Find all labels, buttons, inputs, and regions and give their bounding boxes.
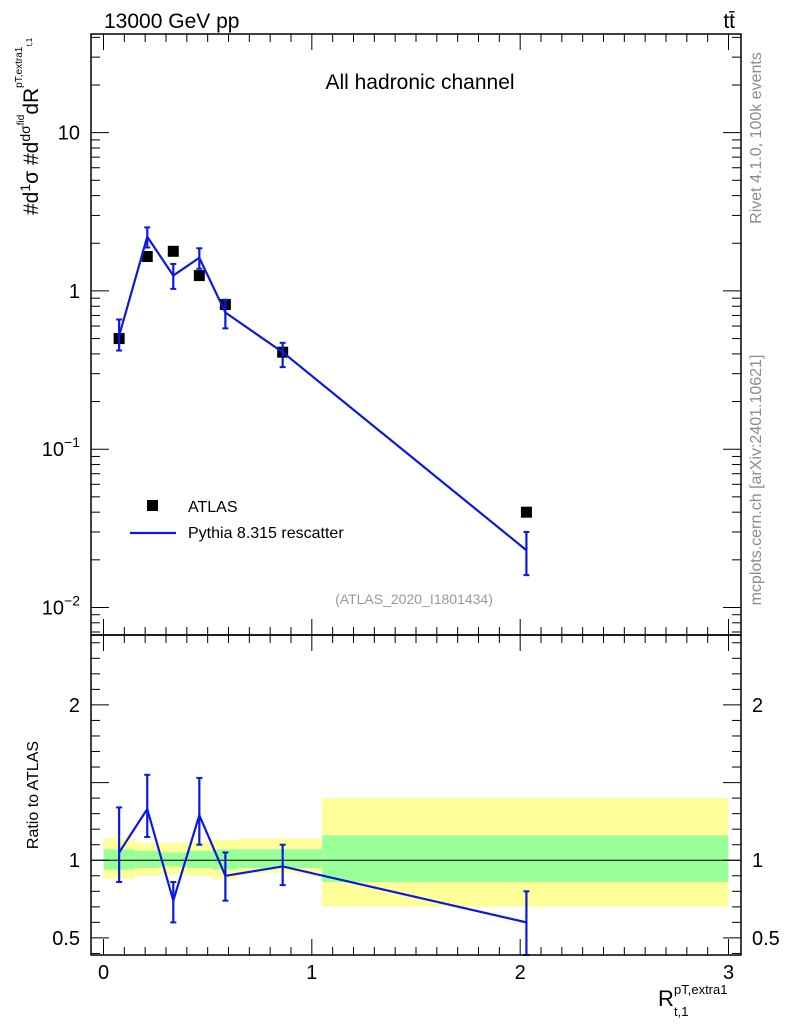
atlas-point-3 bbox=[193, 270, 205, 282]
mcplots-source-label: mcplots.cern.ch [arXiv:2401.10621] bbox=[748, 355, 765, 606]
band-inner-2 bbox=[159, 852, 187, 867]
legend-label-atlas: ATLAS bbox=[188, 499, 238, 516]
process-label: tt̄ bbox=[723, 10, 735, 33]
band-inner-1 bbox=[134, 850, 160, 869]
band-inner-6 bbox=[322, 835, 729, 882]
main-y-tick-label-2: 1 bbox=[69, 281, 80, 303]
main-panel-frame bbox=[90, 33, 742, 636]
ratio-y-tick-label-right-2: 2 bbox=[752, 695, 763, 717]
rivet-version-label: Rivet 4.1.0, 100k events bbox=[748, 52, 765, 224]
collision-energy-label: 13000 GeV pp bbox=[104, 10, 239, 33]
ratio-y-axis-title: Ratio to ATLAS bbox=[25, 741, 42, 849]
x-tick-label-2: 2 bbox=[515, 962, 526, 984]
ratio-y-tick-label-left-0: 0.5 bbox=[52, 928, 80, 950]
ratio-panel-frame bbox=[90, 634, 742, 956]
x-tick-label-3: 3 bbox=[723, 962, 734, 984]
ratio-uncertainty-bands bbox=[103, 798, 729, 907]
x-tick-label-0: 0 bbox=[98, 962, 109, 984]
ratio-y-tick-label-left-2: 2 bbox=[69, 695, 80, 717]
analysis-tag: (ATLAS_2020_I1801434) bbox=[335, 591, 493, 607]
legend-marker-atlas bbox=[147, 500, 158, 511]
main-y-tick-label-1: 10−1 bbox=[42, 434, 80, 461]
pythia-line bbox=[118, 234, 528, 552]
main-panel bbox=[113, 226, 532, 577]
svg-text:pT,extra1: pT,extra1 bbox=[674, 982, 727, 997]
legend-label-pythia: Pythia 8.315 rescatter bbox=[188, 525, 344, 542]
x-tick-label-1: 1 bbox=[306, 962, 317, 984]
svg-text:t,1: t,1 bbox=[674, 1004, 688, 1019]
x-axis-title: R pT,extra1 t,1 bbox=[658, 982, 727, 1019]
atlas-point-6 bbox=[520, 506, 532, 518]
main-y-axis-title: #d1σ #ddσfiddRpT,extra1t,1 bbox=[14, 37, 43, 215]
ratio-y-tick-label-right-1: 1 bbox=[752, 850, 763, 872]
ratio-y-tick-label-left-1: 1 bbox=[69, 850, 80, 872]
band-inner-5 bbox=[238, 849, 323, 869]
channel-label: All hadronic channel bbox=[325, 71, 514, 94]
band-inner-3 bbox=[186, 850, 212, 869]
main-y-tick-label-0: 10−2 bbox=[42, 592, 80, 619]
main-y-tick-label-3: 10 bbox=[58, 123, 80, 145]
svg-text:R: R bbox=[658, 986, 674, 1011]
svg-text:#d1σ #ddσfiddRpT,extra1t,1: #d1σ #ddσfiddRpT,extra1t,1 bbox=[14, 37, 43, 215]
legend: ATLAS Pythia 8.315 rescatter bbox=[130, 499, 344, 542]
panel-frames: 0 1 2 3 10−2 10−1 1 10 0.5 0.5 1 1 2 2 bbox=[42, 33, 780, 984]
ratio-y-tick-label-right-0: 0.5 bbox=[752, 928, 780, 950]
ratio-panel bbox=[91, 773, 741, 956]
atlas-point-1 bbox=[141, 250, 153, 262]
atlas-point-2 bbox=[167, 245, 179, 257]
